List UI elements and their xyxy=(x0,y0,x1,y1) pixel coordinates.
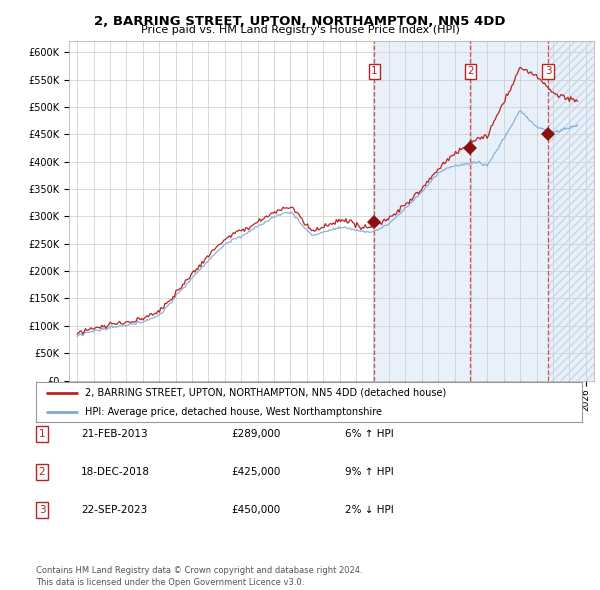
Text: Contains HM Land Registry data © Crown copyright and database right 2024.
This d: Contains HM Land Registry data © Crown c… xyxy=(36,566,362,587)
Text: 2, BARRING STREET, UPTON, NORTHAMPTON, NN5 4DD: 2, BARRING STREET, UPTON, NORTHAMPTON, N… xyxy=(94,15,506,28)
Text: 21-FEB-2013: 21-FEB-2013 xyxy=(81,429,148,438)
Text: 18-DEC-2018: 18-DEC-2018 xyxy=(81,467,150,477)
Text: 9% ↑ HPI: 9% ↑ HPI xyxy=(345,467,394,477)
Text: 2% ↓ HPI: 2% ↓ HPI xyxy=(345,506,394,515)
Text: £425,000: £425,000 xyxy=(231,467,280,477)
Text: 2, BARRING STREET, UPTON, NORTHAMPTON, NN5 4DD (detached house): 2, BARRING STREET, UPTON, NORTHAMPTON, N… xyxy=(85,388,446,398)
Text: Price paid vs. HM Land Registry's House Price Index (HPI): Price paid vs. HM Land Registry's House … xyxy=(140,25,460,35)
Text: 6% ↑ HPI: 6% ↑ HPI xyxy=(345,429,394,438)
Text: 22-SEP-2023: 22-SEP-2023 xyxy=(81,506,147,515)
Text: HPI: Average price, detached house, West Northamptonshire: HPI: Average price, detached house, West… xyxy=(85,407,382,417)
Bar xyxy=(548,41,594,381)
Text: £450,000: £450,000 xyxy=(231,506,280,515)
Bar xyxy=(374,41,548,381)
Text: 2: 2 xyxy=(38,467,46,477)
Text: 2: 2 xyxy=(467,67,474,76)
Text: £289,000: £289,000 xyxy=(231,429,280,438)
Text: 1: 1 xyxy=(371,67,378,76)
Text: 3: 3 xyxy=(38,506,46,515)
Text: 1: 1 xyxy=(38,429,46,438)
Bar xyxy=(548,41,594,381)
Text: 3: 3 xyxy=(545,67,552,76)
